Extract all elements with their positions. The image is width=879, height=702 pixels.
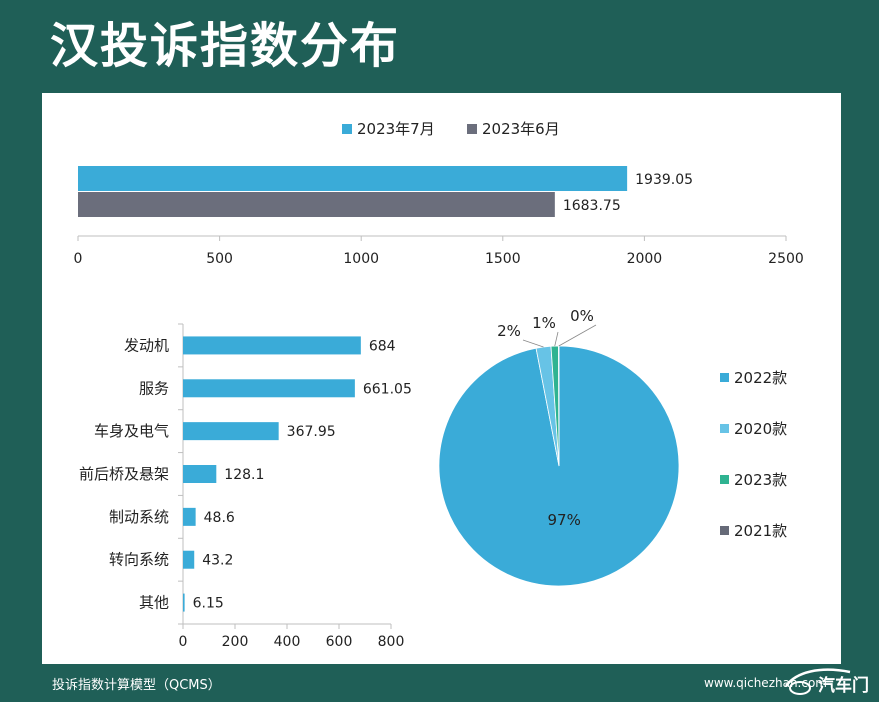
legend-label: 2023年6月 <box>482 120 560 138</box>
pie-leader-line <box>522 339 544 348</box>
x-tick-label: 500 <box>206 251 233 267</box>
legend-swatch <box>720 373 729 382</box>
data-label: 6.15 <box>193 596 224 612</box>
pie-leader-line <box>558 324 597 347</box>
bar <box>183 336 361 355</box>
category-bar-chart: 发动机 684 服务 661.05 车身及电气 367.95 前后桥及悬架 128.1 制动系统… <box>79 323 412 650</box>
category-label: 前后桥及悬架 <box>79 465 169 483</box>
data-label: 43.2 <box>202 553 233 569</box>
pie-label: 2% <box>497 322 521 340</box>
bar <box>78 166 628 191</box>
pie-label: 0% <box>570 307 594 325</box>
category-label: 制动系统 <box>109 508 169 526</box>
bar <box>78 192 555 217</box>
legend-swatch <box>720 475 729 484</box>
data-label: 48.6 <box>204 510 235 526</box>
bar <box>183 422 279 441</box>
x-tick-label: 600 <box>326 634 353 650</box>
x-tick-label: 0 <box>179 634 188 650</box>
charts-svg: 2023年7月 2023年6月 1939.05 1683.75 0 500 1000 1500… <box>74 120 804 650</box>
x-tick-label: 2000 <box>627 251 663 267</box>
page-title: 汉投诉指数分布 <box>50 18 401 74</box>
category-label: 车身及电气 <box>94 422 169 440</box>
category-label: 服务 <box>139 379 169 397</box>
legend-swatch <box>720 526 729 535</box>
legend-label: 2020款 <box>734 420 787 438</box>
bar <box>183 507 196 526</box>
top-bar-chart: 2023年7月 2023年6月 1939.05 1683.75 0 500 1000 1500… <box>74 120 804 267</box>
logo-text: 汽车门 <box>818 675 869 696</box>
data-label: 661.05 <box>363 381 412 397</box>
data-label: 1939.05 <box>635 172 693 188</box>
pie-leader-line <box>554 331 559 347</box>
category-label: 其他 <box>139 594 169 612</box>
x-tick-label: 1500 <box>485 251 521 267</box>
x-tick-label: 0 <box>74 251 83 267</box>
legend-label: 2023款 <box>734 471 787 489</box>
model-year-pie-chart: 97% 2% 1% 0% 2022款 2020款 2023款 2021款 <box>438 307 787 587</box>
footer-website[interactable]: www.qichezhan.com <box>704 676 827 690</box>
legend-label: 2021款 <box>734 522 787 540</box>
x-tick-label: 200 <box>222 634 249 650</box>
footer-model-label: 投诉指数计算模型（QCMS） <box>52 678 221 693</box>
legend-swatch <box>342 124 352 134</box>
bar <box>183 550 195 569</box>
category-label: 发动机 <box>124 336 169 354</box>
x-tick-label: 400 <box>274 634 301 650</box>
category-label: 转向系统 <box>109 551 169 569</box>
bar <box>183 593 185 612</box>
bar <box>183 465 217 483</box>
bar <box>183 379 355 398</box>
data-label: 367.95 <box>287 424 336 440</box>
legend-label: 2022款 <box>734 369 787 387</box>
x-tick-label: 2500 <box>768 251 804 267</box>
chart-panel: 2023年7月 2023年6月 1939.05 1683.75 0 500 1000 1500… <box>42 93 841 664</box>
legend-label: 2023年7月 <box>357 120 435 138</box>
logo-icon: 汽车门 <box>784 668 869 696</box>
data-label: 1683.75 <box>563 198 621 214</box>
legend-swatch <box>720 424 729 433</box>
data-label: 684 <box>369 338 396 354</box>
legend-swatch <box>467 124 477 134</box>
x-tick-label: 800 <box>378 634 405 650</box>
pie-label: 1% <box>532 314 556 332</box>
x-tick-label: 1000 <box>343 251 379 267</box>
pie-label: 97% <box>548 511 581 529</box>
data-label: 128.1 <box>224 467 264 483</box>
